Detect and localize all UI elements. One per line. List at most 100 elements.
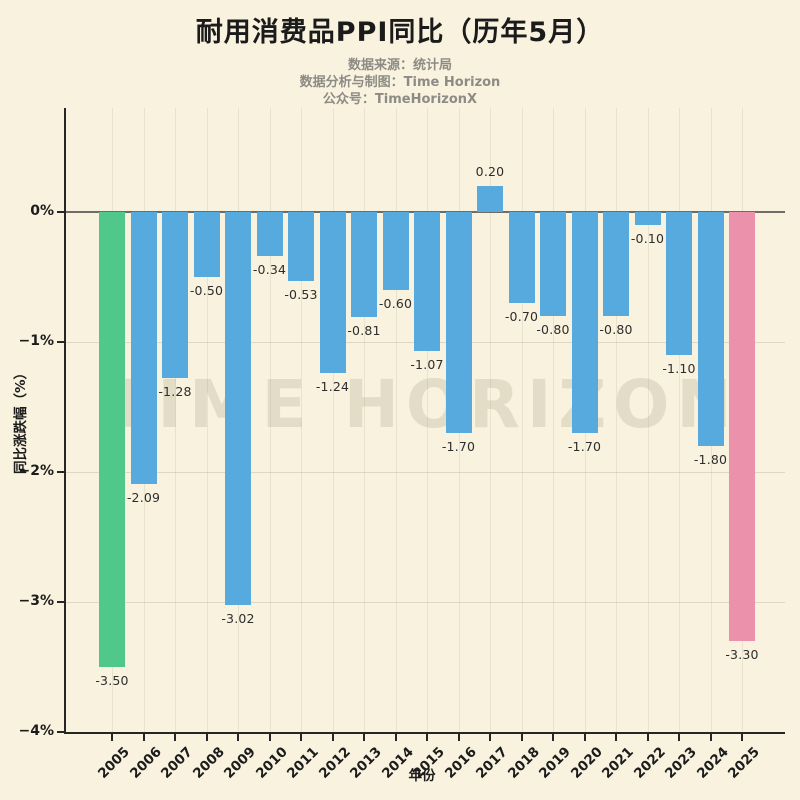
- bar-value-label: -0.60: [378, 296, 413, 311]
- x-tick-mark: [331, 734, 334, 741]
- gridline-vertical: [616, 108, 617, 732]
- gridline-vertical: [490, 108, 491, 732]
- bar-2016: [445, 212, 472, 433]
- y-tick-label: 0%: [30, 203, 54, 219]
- bar-2010: [256, 212, 283, 257]
- gridline-vertical: [647, 108, 649, 732]
- bar-2020: [571, 212, 598, 433]
- y-axis-title: 同比涨跌幅（%）: [13, 365, 29, 475]
- y-axis: [64, 108, 66, 734]
- bar-2018: [508, 212, 535, 303]
- bar-2011: [288, 212, 314, 281]
- bar-2012: [319, 212, 346, 374]
- x-tick-mark: [111, 734, 113, 741]
- bar-2005: [99, 212, 125, 667]
- bar-2021: [603, 212, 629, 316]
- bar-2025: [729, 212, 755, 641]
- bar-2019: [540, 212, 566, 316]
- x-tick-label: 2009: [221, 744, 260, 782]
- bar-value-label: -3.02: [221, 610, 255, 626]
- x-tick-label: 2011: [284, 744, 323, 782]
- y-tick-label: −1%: [18, 333, 55, 349]
- chart-title: 耐用消费品PPI同比（历年5月）: [195, 17, 605, 48]
- gridline-vertical: [553, 108, 554, 732]
- bar-value-label: 0.20: [475, 164, 505, 179]
- x-tick-mark: [205, 734, 208, 741]
- x-tick-mark: [174, 734, 176, 741]
- y-tick-mark: [57, 341, 64, 343]
- gridline-vertical: [364, 108, 365, 732]
- bar-2008: [193, 212, 220, 277]
- gridline-vertical: [175, 108, 176, 732]
- x-tick-label: 2010: [252, 744, 291, 782]
- gridline-vertical: [427, 108, 428, 732]
- x-tick-label: 2022: [630, 744, 669, 782]
- y-tick-label: −2%: [18, 463, 55, 479]
- x-tick-mark: [646, 734, 649, 741]
- x-tick-mark: [457, 734, 460, 741]
- bar-2006: [130, 212, 157, 484]
- chart-subtitle-channel: 公众号：TimeHorizonX: [322, 92, 478, 107]
- x-tick-mark: [709, 734, 712, 741]
- x-tick-mark: [394, 734, 397, 741]
- x-tick-mark: [489, 734, 491, 741]
- bar-value-label: -0.80: [599, 322, 633, 337]
- watermark: TIME HORIZON: [105, 366, 739, 443]
- bar-value-label: -3.30: [725, 647, 759, 662]
- gridline-vertical: [301, 108, 302, 732]
- bar-value-label: -0.80: [536, 322, 570, 337]
- x-tick-mark: [237, 734, 239, 741]
- gridline-vertical: [332, 108, 334, 732]
- bar-value-label: -3.50: [95, 673, 129, 688]
- x-tick-label: 2024: [693, 744, 732, 782]
- bar-2015: [414, 212, 440, 352]
- bar-value-label: -0.50: [189, 283, 224, 298]
- bar-value-label: -1.70: [441, 439, 476, 454]
- x-tick-mark: [426, 734, 428, 741]
- bar-value-label: -0.81: [347, 323, 381, 339]
- y-tick-mark: [57, 601, 64, 603]
- gridline-vertical: [679, 108, 680, 732]
- bar-2017: [477, 186, 503, 212]
- gridline-horizontal: [66, 602, 785, 603]
- bar-value-label: -1.28: [158, 384, 192, 400]
- bar-value-label: -2.09: [126, 489, 161, 505]
- x-tick-mark: [300, 734, 302, 741]
- x-tick-mark: [520, 734, 523, 741]
- y-tick-label: −3%: [18, 593, 55, 609]
- x-tick-mark: [583, 734, 586, 741]
- bar-value-label: -1.70: [567, 439, 602, 454]
- gridline-vertical: [269, 108, 271, 732]
- gridline-vertical: [395, 108, 397, 732]
- x-tick-mark: [678, 734, 680, 741]
- x-tick-mark: [741, 734, 743, 741]
- bar-2013: [351, 212, 377, 318]
- gridline-horizontal: [66, 472, 785, 473]
- bar-value-label: -0.53: [284, 286, 318, 302]
- bar-2023: [666, 212, 692, 355]
- x-tick-label: 2007: [158, 744, 197, 782]
- x-tick-label: 2006: [126, 744, 165, 782]
- x-tick-label: 2005: [95, 744, 134, 782]
- bar-2007: [162, 212, 188, 379]
- x-tick-mark: [268, 734, 271, 741]
- bar-value-label: -0.10: [630, 231, 665, 246]
- bar-value-label: -1.10: [662, 361, 696, 376]
- y-tick-label: −4%: [18, 723, 55, 739]
- y-tick-mark: [57, 211, 64, 213]
- bar-2014: [382, 212, 409, 290]
- x-tick-mark: [615, 734, 617, 741]
- x-tick-mark: [552, 734, 554, 741]
- x-tick-label: 2020: [567, 744, 606, 782]
- bar-value-label: -0.70: [504, 309, 539, 324]
- x-tick-label: 2023: [662, 744, 701, 782]
- bar-value-label: -1.07: [410, 357, 444, 373]
- x-axis: [64, 732, 785, 734]
- bar-value-label: -0.34: [252, 262, 287, 278]
- y-tick-mark: [57, 731, 64, 733]
- gridline-vertical: [521, 108, 523, 732]
- bar-value-label: -1.24: [315, 379, 350, 395]
- bar-2009: [225, 212, 251, 605]
- bar-2022: [634, 212, 661, 225]
- gridline-vertical: [206, 108, 208, 732]
